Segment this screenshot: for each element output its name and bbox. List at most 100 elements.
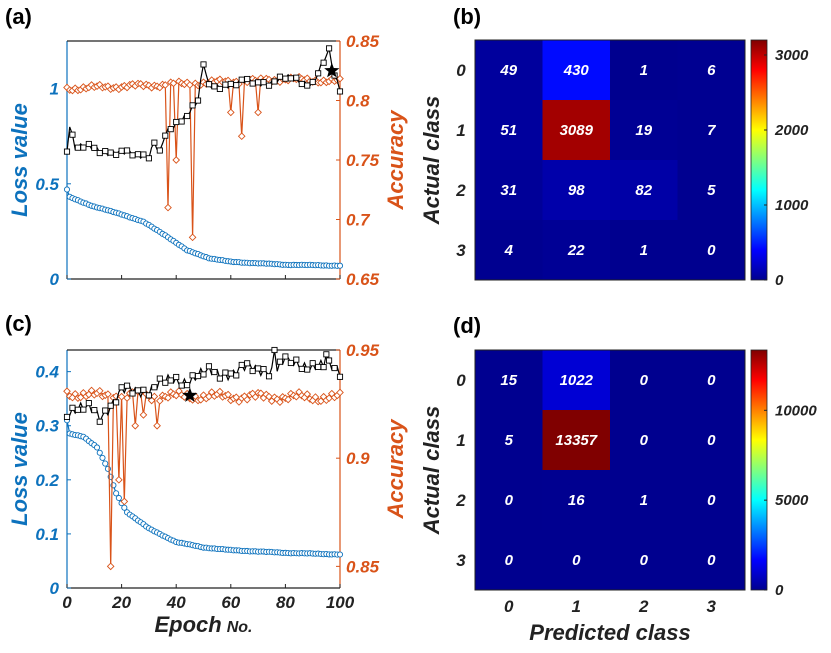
- accuracy-point: [153, 421, 161, 430]
- val_accuracy-point: [326, 45, 333, 52]
- matrix-cell-value: 13357: [555, 432, 597, 449]
- y-category-label: 1: [456, 431, 465, 450]
- loss-point: [336, 551, 344, 558]
- matrix-cell: [542, 530, 611, 591]
- val_accuracy-point: [222, 369, 229, 376]
- accuracy-point: [63, 387, 71, 396]
- accuracy-point: [232, 393, 241, 402]
- val_accuracy-point: [151, 139, 158, 146]
- val_accuracy-point: [156, 147, 163, 154]
- accuracy-point: [95, 386, 104, 395]
- matrix-cell: [475, 350, 543, 411]
- loss-point: [336, 262, 344, 269]
- y-category-label: 2: [455, 181, 466, 200]
- matrix-cell-value: 6: [707, 62, 716, 79]
- x-tick-label: 100: [326, 593, 355, 612]
- y-right-tick-label: 0.75: [346, 151, 380, 170]
- x-axis-label-main: Epoch: [154, 612, 221, 637]
- loss-point: [102, 460, 109, 467]
- matrix-cell: [475, 220, 543, 281]
- matrix-cell: [542, 470, 611, 531]
- val_accuracy-point: [113, 399, 120, 406]
- matrix-cell-value: 7: [707, 122, 716, 139]
- series-accuracy: [63, 386, 344, 571]
- x-category-label: 1: [572, 597, 581, 616]
- accuracy-point: [164, 203, 172, 212]
- matrix-cell: [677, 350, 746, 411]
- accuracy-point: [224, 390, 232, 399]
- val_accuracy-point: [249, 367, 256, 375]
- x-tick-label: 0: [62, 593, 72, 612]
- val_accuracy-point: [304, 82, 311, 89]
- val_accuracy-point: [233, 372, 240, 379]
- y-category-label: 3: [456, 551, 466, 570]
- val_accuracy-point: [69, 404, 76, 411]
- matrix-cell: [677, 220, 746, 281]
- val_accuracy-point: [227, 370, 234, 377]
- loss-point: [63, 186, 71, 193]
- val_accuracy-point: [205, 363, 213, 370]
- accuracy-point: [120, 497, 129, 506]
- val_accuracy-point: [271, 78, 278, 85]
- matrix-cell-value: 0: [572, 552, 581, 569]
- loss-point: [104, 465, 111, 472]
- colorbar-tick-label: 5000: [775, 492, 809, 509]
- val_accuracy-point: [298, 80, 305, 88]
- matrix-cell-value: 3089: [560, 122, 594, 139]
- panel-a-training-curves: 0 0.5 1 0.65 0.7 0.75 0.8 0.85 Loss value Accurac…: [7, 32, 408, 289]
- val_accuracy-point: [326, 357, 333, 364]
- accuracy-point: [336, 388, 344, 397]
- matrix-cell: [610, 530, 678, 591]
- y-left-tick-label: 1: [50, 80, 59, 99]
- x-axis-label-suffix: No.: [227, 619, 253, 636]
- accuracy-point: [188, 233, 197, 242]
- y-left-axis-label: Loss value: [7, 412, 32, 526]
- val_accuracy-point: [282, 353, 289, 360]
- val_accuracy-point: [244, 360, 251, 367]
- y-left-tick-label: 0.1: [35, 525, 59, 544]
- val_accuracy-point: [80, 144, 87, 151]
- matrix-cell: [610, 470, 678, 531]
- val_accuracy-point: [309, 78, 316, 86]
- accuracy-point: [254, 108, 262, 117]
- matrix-cell-value: 0: [505, 552, 514, 569]
- matrix-cell: [542, 350, 611, 411]
- matrix-frame: [474, 39, 746, 281]
- val_accuracy-point: [91, 407, 98, 414]
- y-left-tick-label: 0: [50, 579, 60, 598]
- val_accuracy-point: [216, 375, 223, 382]
- matrix-cell: [542, 220, 611, 281]
- matrix-cell-value: 5: [505, 432, 514, 449]
- matrix-cell-value: 430: [563, 62, 590, 79]
- panel-label-a: (a): [5, 4, 32, 29]
- val_accuracy-point: [184, 382, 191, 389]
- val_accuracy-point: [96, 150, 103, 157]
- y-left-tick-label: 0.2: [35, 471, 59, 490]
- y-right-tick-label: 0.9: [346, 449, 370, 468]
- matrix-cell-value: 0: [640, 552, 649, 569]
- accuracy-point: [336, 74, 344, 83]
- val_accuracy-point: [173, 373, 180, 381]
- x-axis-label: Predicted class: [529, 620, 690, 645]
- x-tick-label: 60: [221, 593, 240, 612]
- val_accuracy-point: [167, 377, 174, 384]
- val_accuracy-point: [63, 413, 71, 420]
- matrix-cell: [610, 100, 678, 161]
- val_accuracy-point: [107, 149, 114, 156]
- val_accuracy-point: [178, 382, 185, 389]
- val_accuracy-point: [265, 373, 273, 380]
- matrix-cell: [542, 410, 611, 471]
- x-axis-label: Epoch No.: [154, 612, 252, 637]
- val_accuracy-point: [287, 75, 294, 82]
- matrix-cell-value: 1: [640, 62, 648, 79]
- accuracy-point: [276, 398, 284, 406]
- val_accuracy-point: [178, 118, 185, 125]
- y-category-label: 0: [456, 61, 466, 80]
- val_accuracy-point: [134, 387, 142, 394]
- val_accuracy-point: [194, 97, 202, 104]
- x-category-label: 0: [504, 597, 514, 616]
- val_accuracy-point: [249, 80, 256, 87]
- val_accuracy-point: [336, 373, 344, 380]
- val_accuracy-point: [63, 148, 71, 155]
- accuracy-point: [243, 395, 252, 404]
